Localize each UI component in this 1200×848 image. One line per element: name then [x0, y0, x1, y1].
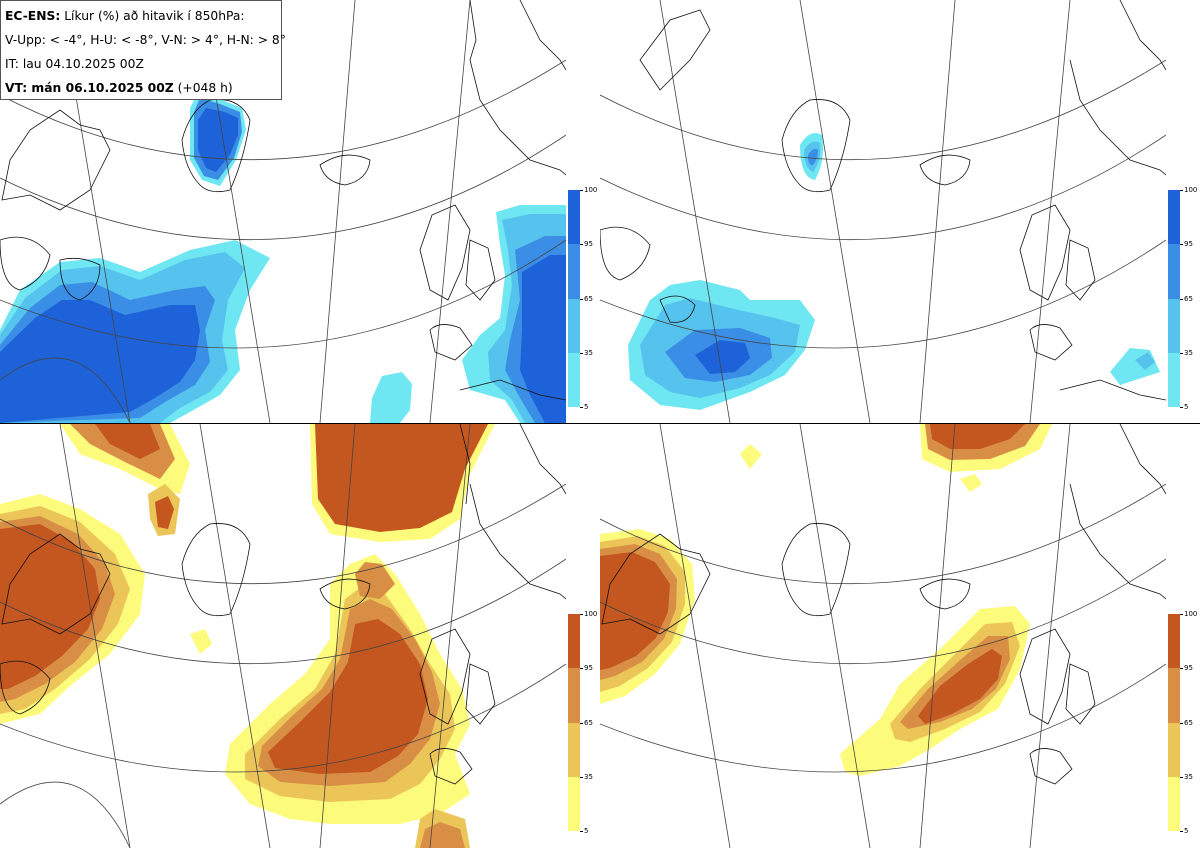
colorbar-segment	[1168, 614, 1180, 668]
cold-anomaly-strong-panel	[600, 0, 1166, 423]
graticule	[0, 424, 566, 848]
colorbar-segment	[568, 668, 580, 723]
colorbar-tick-label: 95	[1180, 664, 1193, 672]
graticule	[600, 424, 1166, 848]
legend-title-line: EC-ENS: Líkur (%) að hitavik í 850hPa:	[5, 5, 281, 29]
cold-anomaly-moderate-panel	[0, 0, 566, 423]
initial-time: IT: lau 04.10.2025 00Z	[5, 57, 144, 71]
lead-time: (+048 h)	[177, 81, 233, 95]
panel-divider	[0, 423, 1200, 424]
map-canvas	[600, 424, 1166, 848]
colorbar-segment	[1168, 668, 1180, 723]
map-canvas	[600, 0, 1166, 423]
colorbar-tick-label: 35	[1180, 773, 1193, 781]
warm-colorbar	[1168, 614, 1180, 831]
colorbar-segment	[1168, 190, 1180, 244]
colorbar-tick-label: 5	[1179, 403, 1189, 411]
colorbar-tick-label: 65	[580, 719, 593, 727]
map-legend: EC-ENS: Líkur (%) að hitavik í 850hPa: V…	[0, 0, 286, 101]
colorbar-tick-label: 35	[580, 773, 593, 781]
colorbar-tick-label: 5	[579, 827, 589, 835]
warm-colorbar-ticks: 100 95 65 35 5	[1179, 610, 1200, 840]
colorbar-tick-label: 35	[1180, 349, 1193, 357]
colorbar-segment	[568, 299, 580, 353]
valid-time-line: VT: mán 06.10.2025 00Z (+048 h)	[5, 77, 281, 101]
colorbar-tick-label: 65	[1180, 719, 1193, 727]
colorbar-segment	[1168, 299, 1180, 353]
colorbar-segment	[568, 723, 580, 777]
colorbar-tick-label: 100	[1179, 186, 1198, 194]
map-canvas	[0, 0, 566, 423]
warm-anomaly-strong-panel	[600, 424, 1166, 848]
warm-anomaly-moderate-panel	[0, 424, 566, 848]
colorbar-tick-label: 5	[1179, 827, 1189, 835]
colorbar-segment	[568, 614, 580, 668]
model-name: EC-ENS:	[5, 9, 61, 23]
coastlines	[601, 424, 1166, 785]
colorbar-tick-label: 95	[1180, 240, 1193, 248]
coastlines	[0, 0, 566, 401]
graticule	[600, 0, 1166, 423]
cold-colorbar	[568, 190, 580, 407]
cold-colorbar-ticks: 100 95 65 35 5	[579, 186, 600, 416]
colorbar-tick-label: 95	[580, 664, 593, 672]
colorbar-segment	[568, 190, 580, 244]
threshold-definitions: V-Upp: < -4°, H-U: < -8°, V-N: > 4°, H-N…	[5, 33, 286, 47]
warm-colorbar	[568, 614, 580, 831]
colorbar-tick-label: 65	[1180, 295, 1193, 303]
coastlines	[0, 424, 566, 785]
coastlines	[600, 0, 1166, 401]
cold-colorbar	[1168, 190, 1180, 407]
colorbar-tick-label: 100	[1179, 610, 1198, 618]
colorbar-tick-label: 5	[579, 403, 589, 411]
probability-shading	[628, 132, 1160, 410]
colorbar-segment	[1168, 244, 1180, 299]
colorbar-segment	[568, 244, 580, 299]
valid-time: VT: mán 06.10.2025 00Z	[5, 81, 174, 95]
probability-shading	[0, 92, 566, 423]
colorbar-tick-label: 65	[580, 295, 593, 303]
product-description: Líkur (%) að hitavik í 850hPa:	[64, 9, 245, 23]
warm-colorbar-ticks: 100 95 65 35 5	[579, 610, 600, 840]
cold-colorbar-ticks: 100 95 65 35 5	[1179, 186, 1200, 416]
colorbar-tick-label: 100	[579, 186, 598, 194]
colorbar-segment	[1168, 723, 1180, 777]
probability-shading	[0, 424, 495, 848]
colorbar-segment	[568, 353, 580, 407]
colorbar-segment	[1168, 777, 1180, 831]
colorbar-segment	[568, 777, 580, 831]
map-canvas	[0, 424, 566, 848]
colorbar-tick-label: 95	[580, 240, 593, 248]
probability-shading	[600, 424, 1052, 776]
colorbar-tick-label: 100	[579, 610, 598, 618]
colorbar-segment	[1168, 353, 1180, 407]
colorbar-tick-label: 35	[580, 349, 593, 357]
